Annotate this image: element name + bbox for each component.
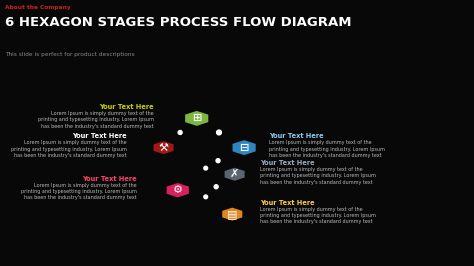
Polygon shape: [233, 140, 255, 155]
Polygon shape: [167, 183, 189, 197]
Polygon shape: [222, 208, 242, 221]
Circle shape: [178, 130, 182, 135]
Polygon shape: [154, 141, 173, 154]
Text: Your Text Here: Your Text Here: [260, 200, 314, 206]
Circle shape: [204, 195, 208, 199]
Text: Lorem Ipsum is simply dummy text of the
printing and typesetting industry. Lorem: Lorem Ipsum is simply dummy text of the …: [269, 140, 385, 158]
Circle shape: [217, 130, 221, 135]
Text: ⊞: ⊞: [192, 113, 201, 123]
Circle shape: [204, 166, 208, 170]
Text: Lorem Ipsum is simply dummy text of the
printing and typesetting industry. Lorem: Lorem Ipsum is simply dummy text of the …: [11, 140, 127, 158]
Text: Your Text Here: Your Text Here: [260, 160, 314, 166]
Polygon shape: [225, 168, 245, 181]
Text: Lorem Ipsum is simply dummy text of the
printing and typesetting industry. Lorem: Lorem Ipsum is simply dummy text of the …: [260, 207, 375, 225]
Text: Your Text Here: Your Text Here: [73, 133, 127, 139]
Text: Lorem Ipsum is simply dummy text of the
printing and typesetting industry. Lorem: Lorem Ipsum is simply dummy text of the …: [260, 167, 375, 185]
Text: 6 HEXAGON STAGES PROCESS FLOW DIAGRAM: 6 HEXAGON STAGES PROCESS FLOW DIAGRAM: [5, 16, 352, 29]
Text: About the Company: About the Company: [5, 5, 71, 10]
Text: ✗: ✗: [230, 169, 239, 179]
Text: Lorem Ipsum is simply dummy text of the
printing and typesetting industry. Lorem: Lorem Ipsum is simply dummy text of the …: [21, 183, 137, 201]
Text: Lorem Ipsum is simply dummy text of the
printing and typesetting industry. Lorem: Lorem Ipsum is simply dummy text of the …: [38, 111, 154, 129]
Text: ▤: ▤: [227, 209, 237, 219]
Text: Your Text Here: Your Text Here: [82, 176, 137, 182]
Text: This slide is perfect for product descriptions: This slide is perfect for product descri…: [5, 52, 135, 57]
Text: ⊟: ⊟: [239, 143, 249, 153]
Text: Your Text Here: Your Text Here: [100, 104, 154, 110]
Text: ⚒: ⚒: [158, 143, 169, 153]
Text: Your Text Here: Your Text Here: [269, 133, 324, 139]
Text: ⚙: ⚙: [173, 185, 183, 195]
Circle shape: [216, 159, 220, 163]
Circle shape: [214, 185, 218, 189]
Polygon shape: [185, 111, 208, 126]
